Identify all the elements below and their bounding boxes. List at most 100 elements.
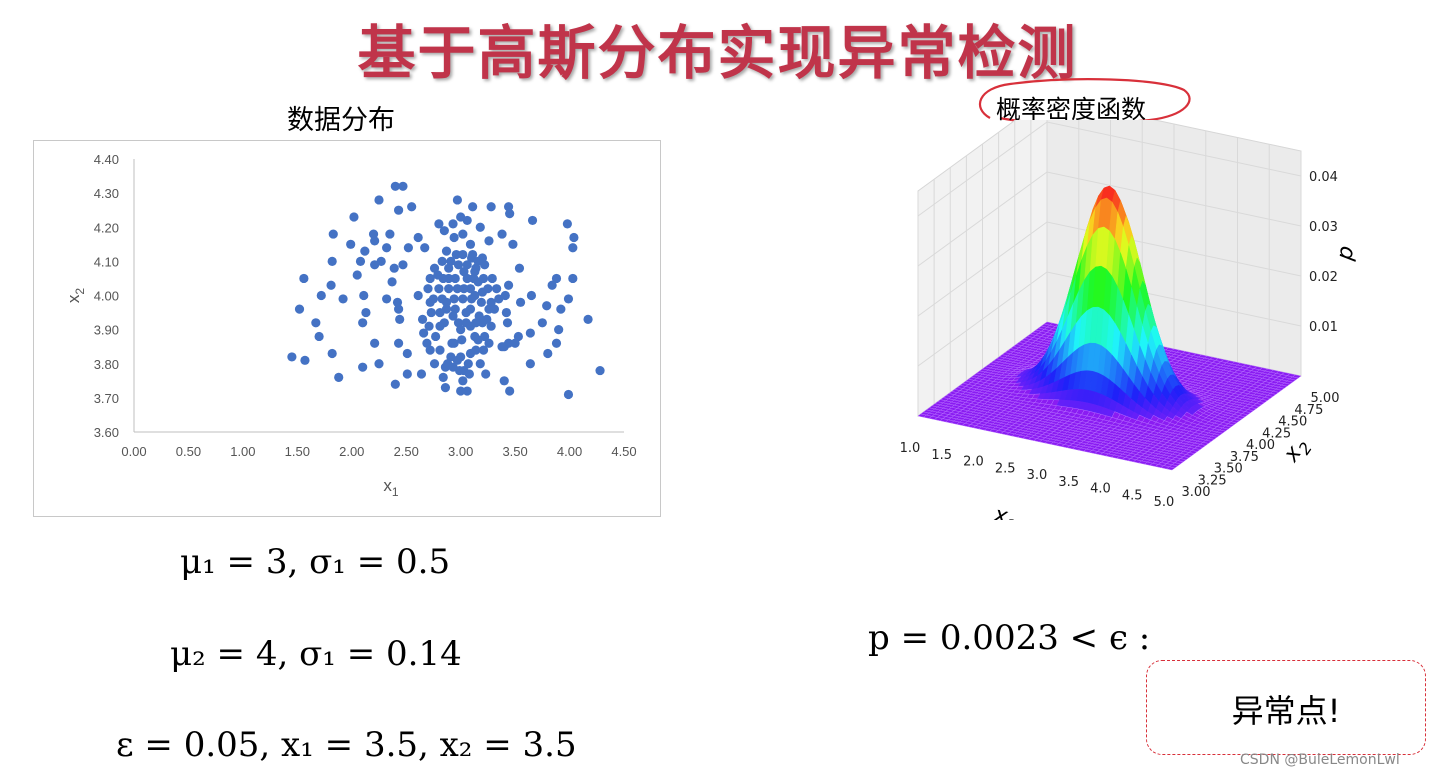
watermark: CSDN @BuleLemonLwl: [1240, 752, 1400, 768]
scatter-point: [484, 236, 494, 246]
scatter-point: [368, 229, 379, 239]
scatter-point: [503, 202, 514, 212]
scatter-point: [376, 256, 386, 266]
scatter-point: [374, 359, 384, 369]
surface-grid-line: [917, 171, 1302, 267]
scatter-point: [316, 290, 326, 301]
scatter-point: [328, 229, 338, 239]
scatter-x-tick-label: 2.00: [339, 444, 364, 459]
scatter-point: [515, 297, 526, 307]
scatter-point: [452, 195, 462, 205]
scatter-point: [398, 260, 408, 270]
scatter-point: [499, 342, 509, 352]
surface-x-tick-label: 2.5: [995, 461, 1016, 476]
surface-z-axis-label: p: [1332, 244, 1359, 263]
scatter-point: [440, 383, 451, 393]
scatter-point: [450, 304, 460, 314]
scatter-point: [349, 212, 359, 222]
scatter-point: [583, 314, 593, 324]
scatter-point: [453, 318, 464, 328]
surface-grid-line: [917, 221, 1302, 317]
scatter-point: [464, 369, 474, 379]
scatter-point: [361, 307, 371, 318]
scatter-point: [355, 256, 366, 266]
scatter-x-tick-label: 1.50: [285, 444, 310, 459]
scatter-y-axis-label: x2: [64, 288, 87, 304]
scatter-point: [394, 304, 404, 314]
surface-x-tick-label: 4.0: [1090, 482, 1111, 497]
scatter-point: [562, 219, 572, 229]
scatter-point: [360, 246, 370, 256]
scatter-point: [429, 359, 440, 369]
surface-mesh: [917, 185, 1302, 471]
scatter-point: [394, 338, 404, 348]
scatter-point: [471, 318, 481, 328]
scatter-point: [439, 226, 449, 236]
scatter-point: [416, 369, 427, 379]
scatter-point: [458, 249, 468, 260]
scatter-point: [473, 335, 483, 345]
scatter-point: [595, 365, 605, 376]
scatter-point: [370, 338, 380, 348]
scatter-point: [462, 260, 472, 270]
scatter-point: [287, 352, 297, 362]
scatter-point: [451, 249, 461, 260]
scatter-point: [452, 284, 462, 294]
scatter-point: [514, 263, 525, 273]
scatter-point: [474, 311, 484, 321]
scatter-point: [338, 294, 348, 304]
scatter-x-tick-label: 2.50: [394, 444, 419, 459]
surface-x-tick-label: 3.5: [1058, 475, 1079, 490]
surface-z-tick-label: 0.03: [1309, 220, 1338, 235]
scatter-axes: 0.00 0.50 1.00 1.50 2.00 2.50 3.00 3.50 4.00 4.50…: [64, 152, 637, 499]
scatter-point: [437, 294, 447, 304]
scatter-point: [563, 294, 574, 304]
scatter-point: [439, 318, 449, 328]
scatter-point: [492, 284, 502, 294]
scatter-point: [551, 273, 562, 284]
scatter-point: [475, 359, 485, 369]
scatter-point: [456, 386, 466, 396]
scatter-point: [476, 297, 486, 307]
formula-params-1: μ₁ = 3, σ₁ = 0.5: [180, 542, 451, 582]
scatter-point: [370, 236, 380, 246]
scatter-point: [403, 243, 413, 253]
surface-x-tick-label: 1.0: [900, 441, 921, 456]
scatter-point: [346, 239, 356, 249]
scatter-point: [426, 307, 436, 318]
scatter-point: [413, 232, 423, 243]
surface-z-tick-label: 0.02: [1309, 270, 1338, 285]
scatter-point: [428, 294, 439, 304]
scatter-point: [465, 304, 476, 314]
scatter-point: [385, 229, 395, 239]
scatter-y-tick-label: 4.30: [94, 186, 119, 201]
scatter-point: [314, 331, 324, 342]
scatter-point: [462, 386, 472, 396]
scatter-point: [551, 338, 562, 348]
surface-x-tick-label: 1.5: [931, 448, 952, 463]
scatter-point: [527, 215, 538, 226]
surface-grid-line: [917, 271, 1302, 367]
surface-y-tick-label: 4.00: [1246, 438, 1275, 453]
scatter-point: [554, 325, 564, 335]
scatter-point: [501, 307, 511, 318]
scatter-point: [503, 280, 514, 290]
scatter-point: [556, 304, 566, 314]
formula-epsilon-point: ε = 0.05, x₁ = 3.5, x₂ = 3.5: [116, 725, 577, 765]
scatter-point: [459, 284, 469, 294]
scatter-point: [434, 284, 444, 294]
scatter-y-tick-label: 3.60: [94, 425, 119, 440]
surface-z-tick-label: 0.04: [1309, 170, 1338, 185]
scatter-point: [457, 335, 467, 345]
scatter-point: [387, 277, 397, 287]
scatter-point: [311, 318, 321, 328]
scatter-point: [390, 181, 400, 191]
scatter-point: [494, 294, 504, 304]
scatter-x-tick-label: 1.00: [230, 444, 255, 459]
scatter-point: [437, 256, 447, 266]
scatter-point: [483, 284, 493, 294]
scatter-point: [462, 215, 472, 226]
scatter-point: [475, 222, 485, 232]
surface-x-tick-label: 2.0: [963, 455, 984, 470]
surface-z-tick-label: 0.01: [1309, 320, 1338, 335]
